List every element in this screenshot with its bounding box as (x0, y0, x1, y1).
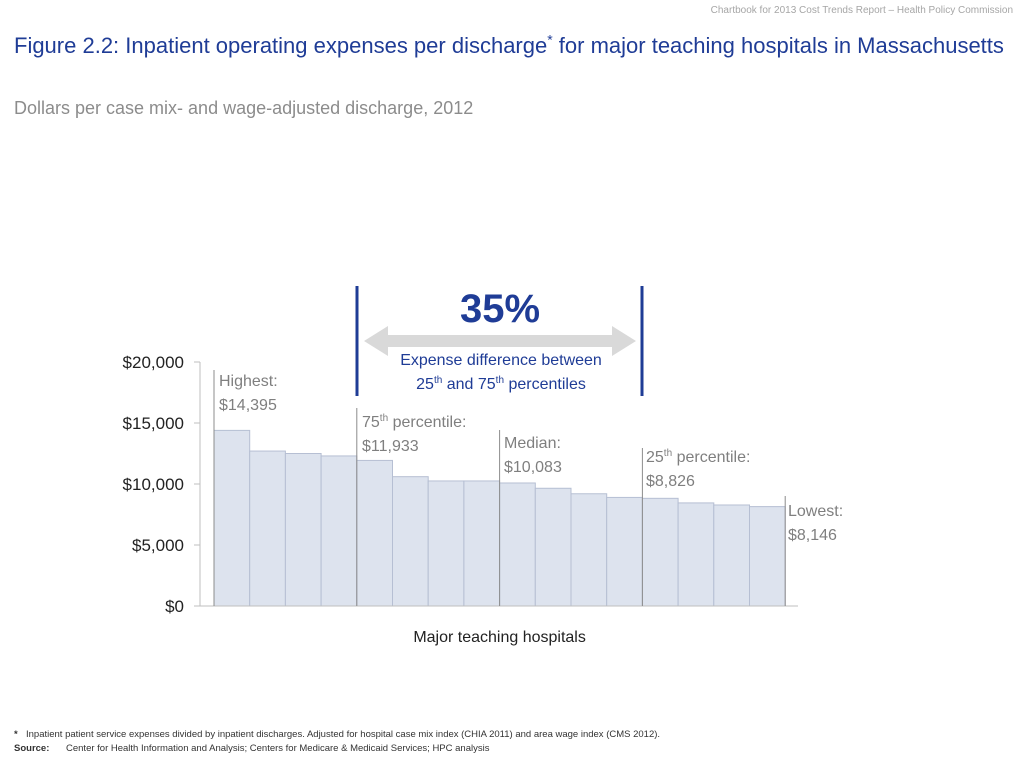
source-text: Center for Health Information and Analys… (66, 743, 490, 754)
annotation-value: $11,933 (362, 438, 419, 455)
annotation-value: $8,146 (788, 527, 837, 544)
source-label: Source: (14, 743, 50, 754)
annotation-label-number: 25 (646, 449, 664, 466)
callout-text-line1: Expense difference between (400, 352, 602, 369)
y-tick-label: $15,000 (123, 414, 184, 433)
bars-group (213, 429, 786, 607)
annotation-value: $14,395 (219, 397, 277, 414)
footnotes: * Inpatient patient service expenses divi… (14, 728, 1014, 756)
annotation-label: Lowest: (788, 503, 843, 520)
axes-group: $0 $5,000 $10,000 $15,000 $20,000 Major teach… (123, 353, 798, 646)
callout-text-part: and 75 (442, 376, 495, 393)
x-axis-label: Major teaching hospitals (413, 629, 586, 646)
annotation-label: 25th percentile: (646, 448, 750, 466)
bar (677, 502, 715, 607)
annotation-label-text: percentile: (388, 414, 466, 431)
y-tick-label: $0 (165, 597, 184, 616)
annotation-label: Median: (504, 435, 561, 452)
annotation-label-text: percentile: (672, 449, 750, 466)
bar (284, 453, 322, 607)
footnote-note: Inpatient patient service expenses divid… (26, 729, 661, 740)
annotation-value: $8,826 (646, 473, 695, 490)
y-tick-label: $5,000 (132, 536, 184, 555)
chart-subtitle: Dollars per case mix- and wage-adjusted … (14, 98, 474, 118)
bar (249, 450, 286, 607)
footnote-note-line: * Inpatient patient service expenses divi… (14, 728, 1014, 742)
bar (713, 504, 750, 607)
annotation-label-sup: th (380, 413, 388, 424)
callout-text-line2: 25th and 75th percentiles (416, 375, 586, 393)
bar-chart: $0 $5,000 $10,000 $15,000 $20,000 Major teach… (123, 286, 843, 646)
bar (749, 506, 786, 607)
callout-text-part: 25 (416, 376, 434, 393)
y-tick-label: $20,000 (123, 353, 184, 372)
bar (534, 487, 572, 607)
footnote-source-line: Source: Center for Health Information and… (14, 742, 1014, 756)
title-marker: * (547, 31, 553, 48)
bar (213, 429, 251, 607)
callout-percent: 35% (460, 287, 540, 331)
annotation-label-number: 75 (362, 414, 380, 431)
bar (499, 482, 536, 607)
annotation-label: Highest: (219, 373, 278, 390)
bar (606, 496, 643, 607)
callout-text-sup: th (434, 375, 442, 386)
title-text-2: for major teaching hospitals in Massachu… (552, 33, 1004, 58)
annotation-label-sup: th (664, 448, 672, 459)
header-note: Chartbook for 2013 Cost Trends Report – … (710, 5, 1013, 16)
annotation-label: 75th percentile: (362, 413, 466, 431)
title-text: Figure 2.2: Inpatient operating expenses… (14, 33, 548, 58)
bar (427, 480, 465, 607)
bar (356, 459, 393, 607)
bar (392, 476, 429, 607)
bar (463, 480, 501, 607)
callout-text-part: percentiles (504, 376, 586, 393)
chart-title: Figure 2.2: Inpatient operating expenses… (14, 30, 1004, 61)
y-tick-label: $10,000 (123, 475, 184, 494)
footnote-star: * (14, 729, 18, 740)
callout-text-sup: th (496, 375, 504, 386)
callout-double-arrow (364, 326, 636, 356)
bar (641, 497, 679, 607)
bar (570, 493, 608, 607)
annotation-value: $10,083 (504, 459, 562, 476)
bar (320, 455, 358, 607)
